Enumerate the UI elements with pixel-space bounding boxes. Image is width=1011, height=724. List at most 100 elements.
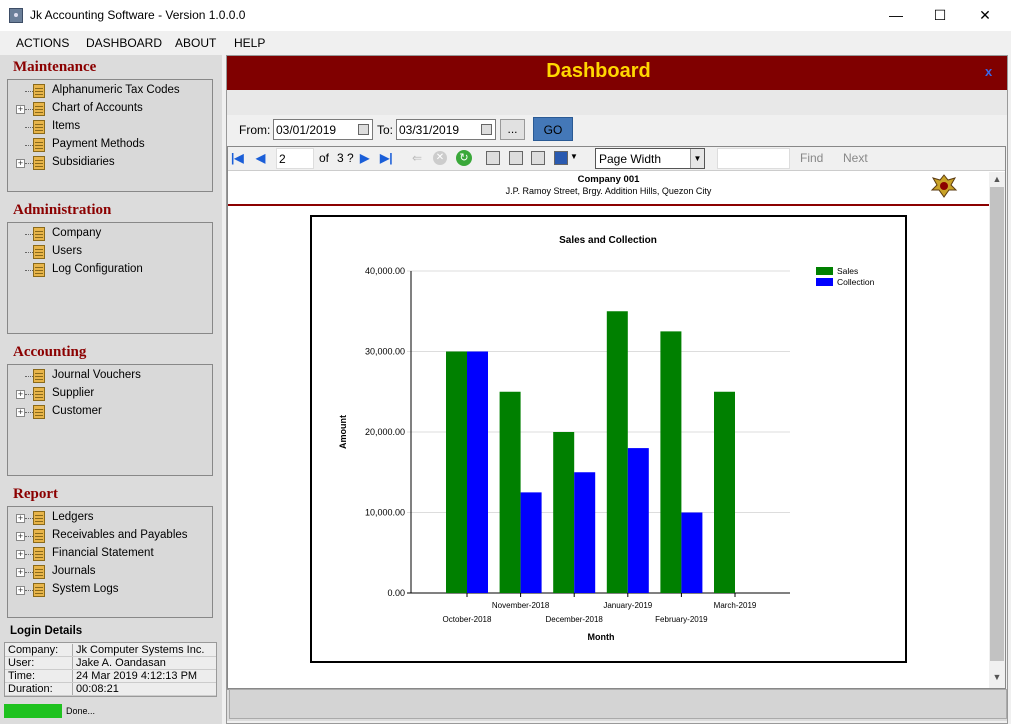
y-tick-label: 20,000.00 bbox=[365, 427, 405, 437]
tree-item-journals[interactable]: + Journals bbox=[16, 565, 96, 579]
tree-item-log-configuration[interactable]: Log Configuration bbox=[8, 261, 212, 279]
refresh-icon[interactable]: ↻ bbox=[456, 150, 472, 166]
page-setup-icon[interactable] bbox=[531, 151, 545, 165]
zoom-select[interactable]: Page Width ▼ bbox=[595, 148, 705, 169]
accounting-tree: Journal Vouchers + Supplier + Customer bbox=[7, 364, 213, 476]
tree-item-chart-of-accounts[interactable]: + Chart of Accounts bbox=[16, 102, 143, 116]
dashboard-header bbox=[227, 56, 1007, 90]
x-tick-label: November-2018 bbox=[492, 601, 550, 610]
tree-item-system-logs[interactable]: + System Logs bbox=[16, 583, 119, 597]
scrollbar-thumb[interactable] bbox=[990, 187, 1004, 661]
menu-help[interactable]: HELP bbox=[234, 36, 266, 50]
scroll-down-icon[interactable]: ▼ bbox=[992, 672, 1002, 682]
page-of-label: of bbox=[319, 151, 330, 165]
sales-bar bbox=[499, 391, 521, 593]
administration-tree: Company Users Log Configuration bbox=[7, 222, 213, 334]
tree-item-ledgers[interactable]: + Ledgers bbox=[16, 511, 94, 525]
chevron-down-icon[interactable]: ▼ bbox=[690, 149, 704, 168]
folder-icon bbox=[33, 227, 45, 241]
sales-bar bbox=[606, 311, 628, 593]
tree-item-company[interactable]: Company bbox=[8, 225, 212, 243]
tree-item-payment-methods[interactable]: Payment Methods bbox=[8, 136, 212, 154]
tree-item-customer[interactable]: + Customer bbox=[16, 405, 102, 419]
tree-item-supplier[interactable]: + Supplier bbox=[16, 387, 95, 401]
expand-icon[interactable]: + bbox=[16, 585, 25, 595]
folder-icon bbox=[33, 565, 45, 579]
from-label: From: bbox=[239, 123, 271, 137]
dashboard-title: Dashboard bbox=[546, 60, 651, 82]
dashboard-strip bbox=[227, 90, 1007, 115]
folder-icon bbox=[33, 120, 45, 134]
to-label: To: bbox=[377, 123, 394, 137]
to-date-picker[interactable]: 03/31/2019 bbox=[396, 119, 496, 140]
y-tick-label: 40,000.00 bbox=[365, 266, 405, 276]
expand-icon[interactable]: + bbox=[16, 549, 25, 559]
close-window-button[interactable]: ✕ bbox=[979, 7, 991, 23]
expand-icon[interactable]: + bbox=[16, 158, 25, 168]
stop-icon[interactable]: ✕ bbox=[433, 151, 447, 165]
login-row: Company: Jk Computer Systems Inc. bbox=[5, 644, 216, 657]
export-icon[interactable] bbox=[554, 151, 568, 165]
expand-icon[interactable]: + bbox=[16, 104, 25, 114]
y-tick-label: 30,000.00 bbox=[365, 347, 405, 357]
tree-item-tax-codes[interactable]: Alphanumeric Tax Codes bbox=[8, 82, 212, 100]
menu-dashboard[interactable]: DASHBOARD bbox=[86, 36, 163, 50]
tree-item-financial-statement[interactable]: + Financial Statement bbox=[16, 547, 154, 561]
menu-about[interactable]: ABOUT bbox=[175, 36, 217, 50]
expand-icon[interactable]: + bbox=[16, 389, 25, 399]
report-title: Report bbox=[13, 486, 58, 502]
folder-icon bbox=[33, 405, 45, 419]
page-total-label: 3 ? bbox=[337, 151, 354, 165]
folder-icon bbox=[33, 84, 45, 98]
next-link[interactable]: Next bbox=[843, 151, 868, 165]
page-number-input[interactable]: 2 bbox=[276, 148, 314, 169]
next-page-icon[interactable]: ▶ bbox=[360, 151, 370, 165]
y-tick-label: 10,000.00 bbox=[365, 508, 405, 518]
options-button[interactable]: ... bbox=[500, 119, 525, 140]
find-link[interactable]: Find bbox=[800, 151, 824, 165]
expand-icon[interactable]: + bbox=[16, 531, 25, 541]
login-details-panel: Company: Jk Computer Systems Inc. User: Ja… bbox=[4, 642, 217, 697]
tree-item-receivables-payables[interactable]: + Receivables and Payables bbox=[16, 529, 188, 543]
collection-bar bbox=[467, 351, 488, 593]
tree-item-items[interactable]: Items bbox=[8, 118, 212, 136]
last-page-icon[interactable]: ▶| bbox=[380, 151, 393, 165]
title-bar bbox=[0, 0, 1011, 31]
find-input[interactable] bbox=[717, 148, 790, 169]
folder-icon bbox=[33, 369, 45, 383]
back-icon[interactable]: ⇐ bbox=[412, 151, 423, 165]
folder-icon bbox=[33, 583, 45, 597]
x-tick-label: January-2019 bbox=[603, 601, 652, 610]
tree-item-subsidiaries[interactable]: + Subsidiaries bbox=[16, 156, 115, 170]
expand-icon[interactable]: + bbox=[16, 407, 25, 417]
from-date-picker[interactable]: 03/01/2019 bbox=[273, 119, 373, 140]
expand-icon[interactable]: + bbox=[16, 567, 25, 577]
chart-frame: Sales and Collection Amount Month 0.00 10… bbox=[310, 215, 907, 663]
tree-item-users[interactable]: Users bbox=[8, 243, 212, 261]
expand-icon[interactable]: + bbox=[16, 513, 25, 523]
folder-icon bbox=[33, 547, 45, 561]
x-tick-label: December-2018 bbox=[546, 615, 604, 624]
first-page-icon[interactable]: |◀ bbox=[231, 151, 244, 165]
print-icon[interactable] bbox=[486, 151, 500, 165]
export-dropdown-icon[interactable]: ▼ bbox=[570, 152, 578, 161]
print-layout-icon[interactable] bbox=[509, 151, 523, 165]
login-row: User: Jake A. Oandasan bbox=[5, 657, 216, 670]
calendar-icon[interactable] bbox=[481, 124, 492, 135]
x-tick-label: October-2018 bbox=[443, 615, 492, 624]
folder-icon bbox=[33, 156, 45, 170]
tree-item-journal-vouchers[interactable]: Journal Vouchers bbox=[8, 367, 212, 385]
collection-bar bbox=[681, 512, 703, 593]
go-button[interactable]: GO bbox=[533, 117, 573, 141]
calendar-icon[interactable] bbox=[358, 124, 369, 135]
previous-page-icon[interactable]: ◀ bbox=[256, 151, 266, 165]
menu-actions[interactable]: ACTIONS bbox=[16, 36, 70, 50]
minimize-button[interactable]: — bbox=[889, 7, 903, 23]
x-axis-label: Month bbox=[588, 632, 615, 642]
close-dashboard-button[interactable]: x bbox=[985, 64, 993, 79]
scroll-up-icon[interactable]: ▲ bbox=[992, 174, 1002, 184]
legend-swatch bbox=[816, 267, 833, 275]
x-tick-label: March-2019 bbox=[714, 601, 757, 610]
maximize-button[interactable]: ☐ bbox=[933, 7, 947, 23]
login-details-title: Login Details bbox=[10, 625, 83, 637]
